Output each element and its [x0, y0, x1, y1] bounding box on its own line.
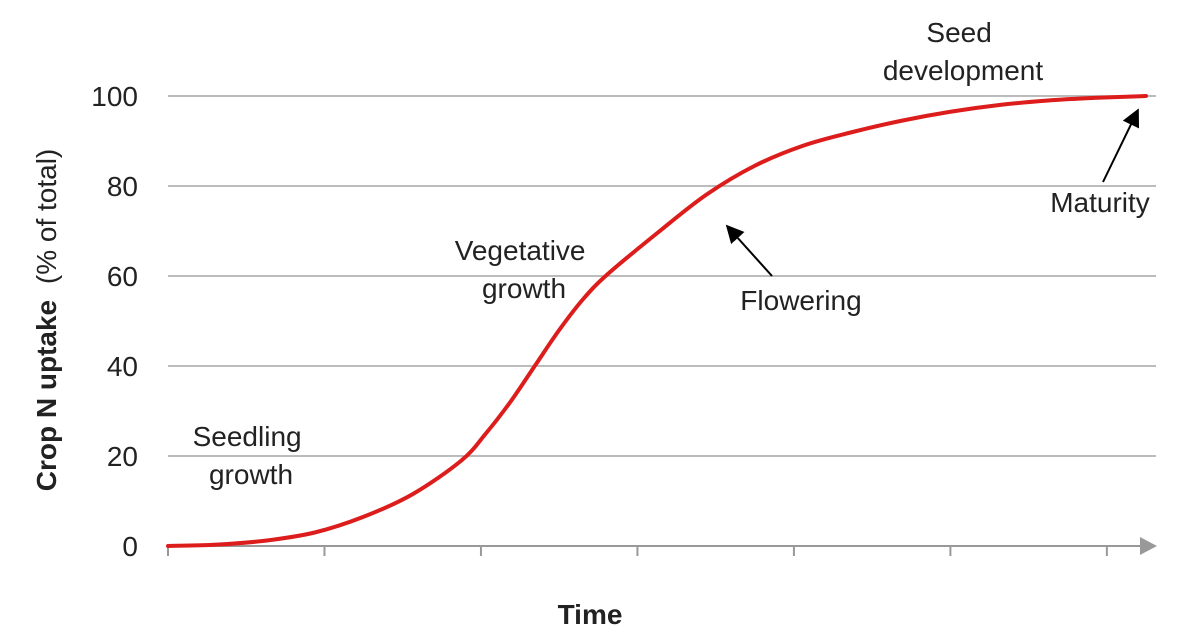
y-axis-title-main: Crop N uptake	[31, 300, 62, 491]
series-group	[166, 94, 1148, 548]
y-axis-title-unit: (% of total)	[31, 149, 62, 284]
y-axis-title: Crop N uptake (% of total)	[31, 149, 62, 492]
x-axis-title: Time	[558, 599, 623, 630]
y-axis-ticks: 0 20 40 60 80 100	[91, 81, 138, 562]
annotation-flowering: Flowering	[740, 285, 861, 316]
annotation-maturity: Maturity	[1050, 187, 1150, 218]
annotation-seed-development: Seed development	[883, 17, 1044, 86]
annotation-vegetative-growth: Vegetative growth	[455, 235, 594, 304]
gridlines	[168, 95, 1156, 457]
series-line-0	[166, 94, 1148, 548]
x-axis	[167, 537, 1157, 556]
annotation-seedling-growth: Seedling growth	[193, 421, 310, 490]
y-tick-label-100: 100	[91, 81, 138, 112]
y-tick-label-80: 80	[107, 171, 138, 202]
x-axis-arrowhead	[1140, 537, 1157, 555]
y-tick-label-0: 0	[122, 531, 138, 562]
maturity-arrow	[1102, 108, 1140, 183]
flowering-arrow	[725, 224, 773, 277]
y-tick-label-40: 40	[107, 351, 138, 382]
y-tick-label-60: 60	[107, 261, 138, 292]
y-tick-label-20: 20	[107, 441, 138, 472]
